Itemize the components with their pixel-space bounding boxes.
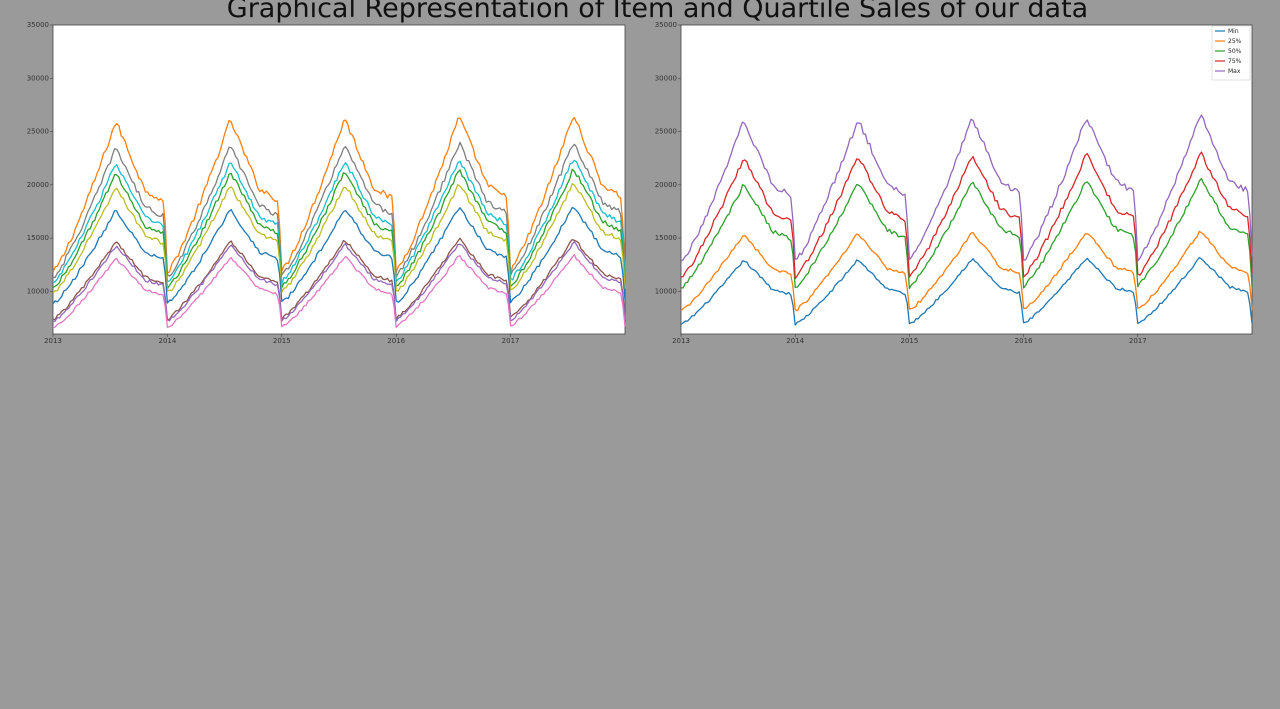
series-line xyxy=(52,183,626,294)
y-tick-label: 35000 xyxy=(655,21,677,29)
legend-label: Max xyxy=(1228,68,1241,75)
y-tick-label: 30000 xyxy=(27,74,49,82)
x-tick-label: 2013 xyxy=(672,337,690,345)
y-tick-label: 30000 xyxy=(655,74,677,82)
chart-panel-bottom-left: 200040006000800020132014201520162017 xyxy=(0,354,640,708)
series-line-50pct xyxy=(680,177,1253,290)
legend-label: Min xyxy=(1228,28,1239,35)
series-line xyxy=(52,254,626,329)
series-line xyxy=(52,141,626,278)
x-tick-label: 2015 xyxy=(900,337,918,345)
series-line-25pct xyxy=(680,230,1253,312)
legend-label: 50% xyxy=(1228,48,1242,55)
series-line-max xyxy=(680,114,1253,262)
chart-panel-top-left: 10000 15000 20000 25000 30000 35000 2013 2014 20… xyxy=(0,0,640,354)
series-line xyxy=(52,116,626,274)
y-tick-label: 15000 xyxy=(27,234,49,242)
x-tick-label: 2016 xyxy=(387,337,405,345)
figure-title: Graphical Representation of Item and Qua… xyxy=(226,0,1089,24)
plot-area xyxy=(680,24,1253,335)
chart-panel-top-right: 10000 15000 20000 25000 30000 35000 2013 2014 20… xyxy=(640,0,1280,354)
series-line xyxy=(52,168,626,290)
x-tick-label: 2014 xyxy=(158,337,176,345)
quartile-sales-chart: 10000 15000 20000 25000 30000 35000 2013 2014 20… xyxy=(655,21,1253,345)
chart-panel-bottom-right: 200040006000800020132014201520162017 xyxy=(640,354,1280,708)
y-tick-label: 35000 xyxy=(27,21,49,29)
y-tick-label: 25000 xyxy=(27,128,49,136)
x-tick-label: 2017 xyxy=(502,337,520,345)
series-line-75pct xyxy=(680,151,1253,280)
store-item-sales-chart-right: 200040006000800020132014201520162017 xyxy=(640,354,1280,709)
plot-area xyxy=(52,24,626,335)
y-tick-label: 20000 xyxy=(27,181,49,189)
legend-label: 75% xyxy=(1228,58,1242,65)
x-tick-label: 2013 xyxy=(44,337,62,345)
series-line xyxy=(52,159,626,285)
y-tick-label: 25000 xyxy=(655,128,677,136)
y-tick-label: 10000 xyxy=(655,287,677,295)
series-line xyxy=(52,206,626,304)
y-tick-label: 15000 xyxy=(655,234,677,242)
item-sales-chart: 10000 15000 20000 25000 30000 35000 2013 2014 20… xyxy=(27,21,626,345)
x-tick-label: 2016 xyxy=(1015,337,1033,345)
x-tick-label: 2017 xyxy=(1129,337,1147,345)
series-line xyxy=(53,241,626,323)
y-tick-label: 20000 xyxy=(655,181,677,189)
x-tick-label: 2014 xyxy=(786,337,804,345)
y-tick-label: 10000 xyxy=(27,287,49,295)
store-item-sales-chart-left: 200040006000800020132014201520162017 xyxy=(0,354,640,709)
x-tick-label: 2015 xyxy=(273,337,291,345)
legend-label: 25% xyxy=(1228,38,1242,45)
series-line-min xyxy=(680,256,1253,326)
